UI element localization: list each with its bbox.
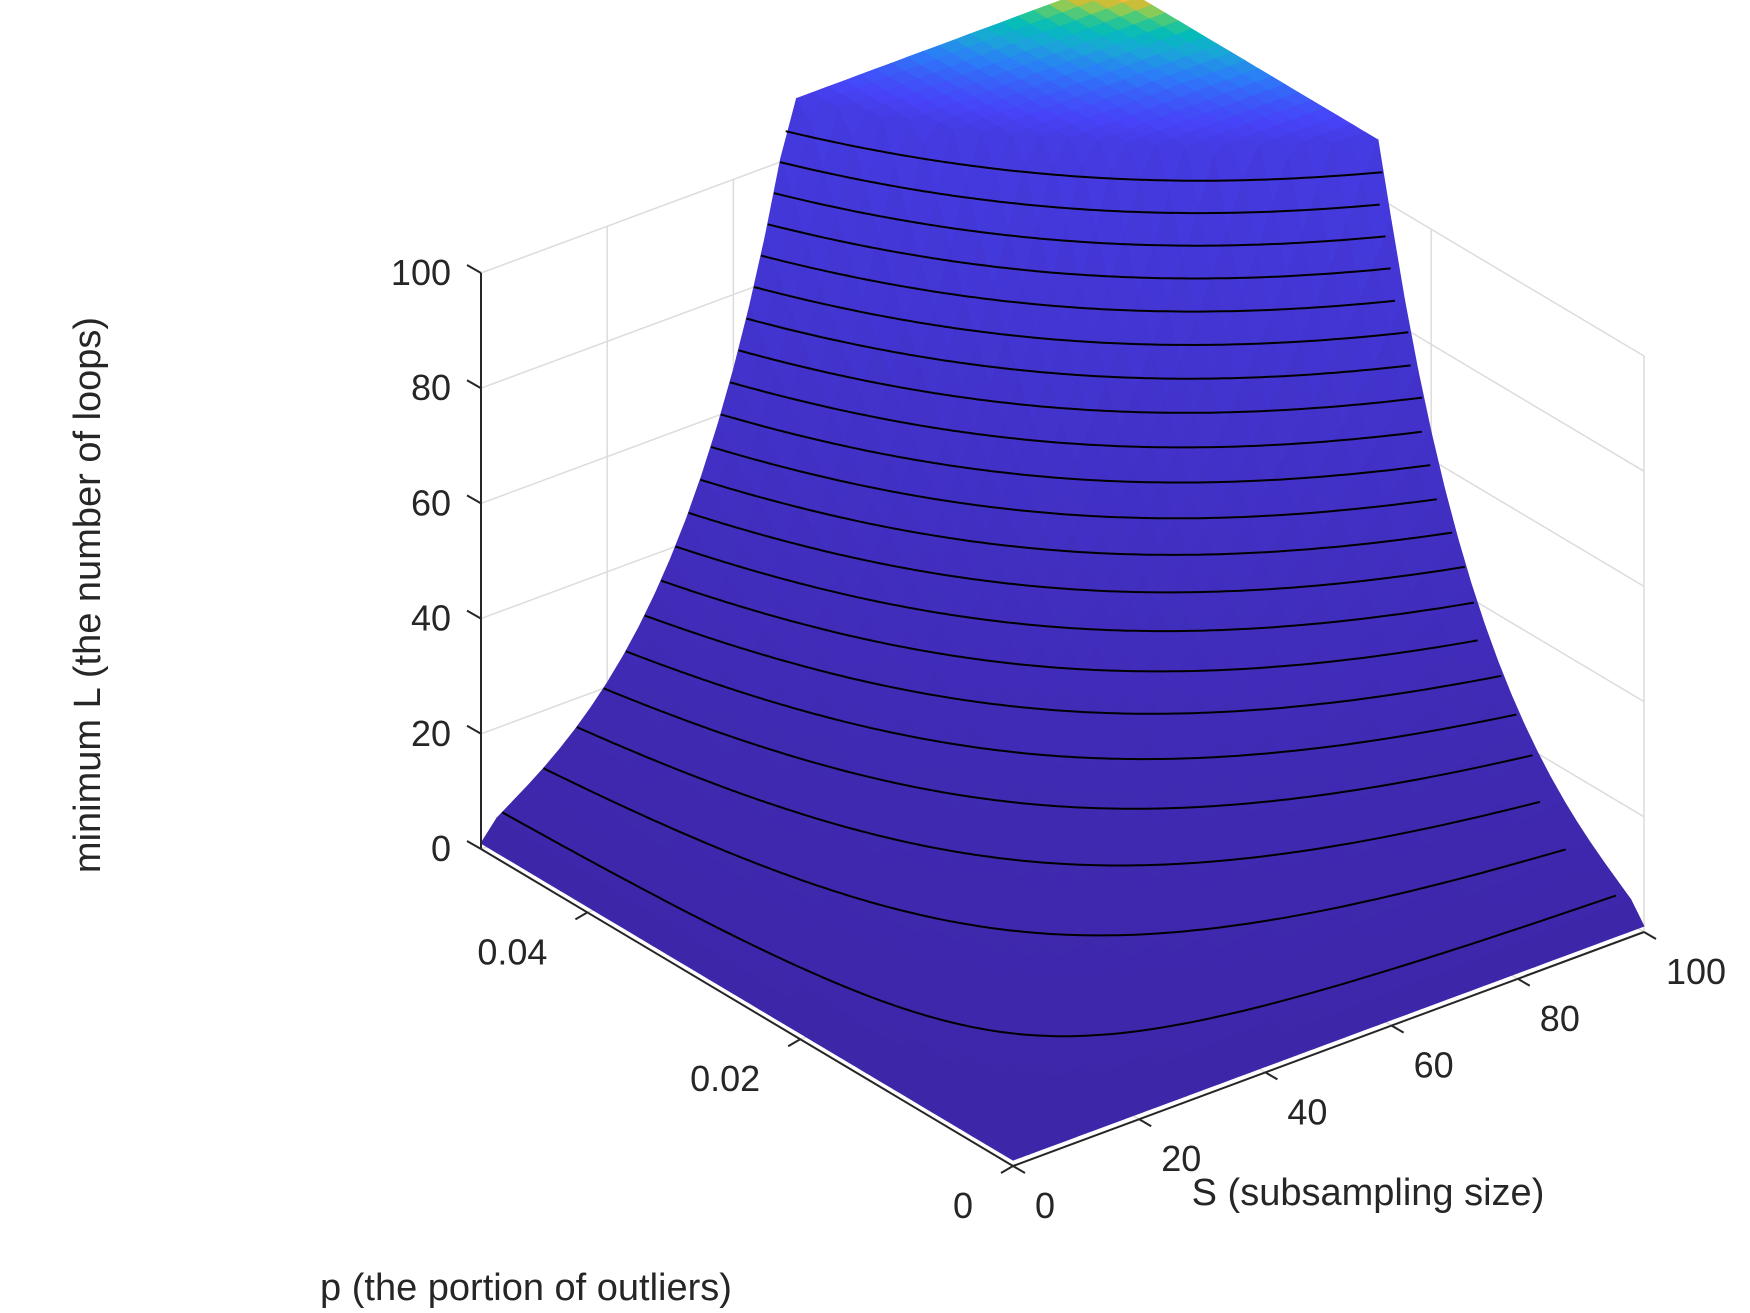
y-axis-label: p (the portion of outliers) (320, 1267, 732, 1309)
contour-line (729, 381, 1422, 449)
y-tick-label: 0 (953, 1185, 973, 1226)
contour-line (543, 767, 1566, 937)
z-tick-label: 0 (431, 828, 451, 869)
z-tick-label: 20 (411, 713, 451, 754)
contour-line (785, 130, 1383, 182)
z-axis-label: minimum L (the number of loops) (67, 317, 109, 873)
z-tick (466, 840, 482, 850)
x-tick (1138, 1118, 1152, 1128)
x-tick-label: 80 (1540, 998, 1580, 1039)
contour-line (773, 192, 1386, 247)
contour-line (603, 687, 1533, 810)
z-tick (466, 264, 482, 274)
contour-line (710, 445, 1437, 520)
contour-line (660, 579, 1478, 673)
y-tick (574, 911, 588, 921)
z-tick-label: 80 (411, 367, 451, 408)
x-axis-label: S (subsampling size) (1192, 1172, 1545, 1214)
y-tick (787, 1038, 801, 1048)
y-tick (1000, 1165, 1014, 1174)
surface-patch (1116, 0, 1133, 4)
z-tick (466, 724, 482, 735)
x-tick-label: 100 (1666, 951, 1726, 992)
y-axis-line (480, 848, 1014, 1167)
z-tick-label: 60 (411, 482, 451, 523)
axes (466, 264, 1657, 1174)
surface-patch (998, 1142, 1030, 1161)
contour-line (779, 161, 1380, 215)
contour-line (644, 614, 1502, 715)
x-tick-label: 20 (1161, 1138, 1201, 1179)
x-tick-label: 60 (1414, 1045, 1454, 1086)
x-tick (1517, 977, 1531, 987)
z-tick-label: 100 (391, 252, 451, 293)
x-tick (1012, 1165, 1026, 1174)
contour-line (720, 413, 1431, 484)
contour-line (576, 726, 1541, 867)
surface (480, 0, 1645, 1161)
contour-line (699, 478, 1453, 556)
x-tick-label: 0 (1035, 1185, 1055, 1226)
y-tick-label: 0.04 (477, 931, 547, 972)
contour-line (767, 223, 1391, 280)
contour-line (675, 545, 1475, 633)
tick-labels: 0 20 40 60 80 100 0 0.02 0.04 0 20 40 60 80 100 (391, 252, 1726, 1226)
contours (501, 130, 1617, 1038)
contour-line (753, 286, 1409, 347)
y-tick-label: 0.02 (690, 1058, 760, 1099)
contour-line (501, 811, 1617, 1038)
contour-line (625, 650, 1517, 761)
contour-line (760, 254, 1396, 313)
z-tick (466, 494, 482, 505)
x-axis-line (1012, 931, 1645, 1167)
contour-line (738, 349, 1423, 414)
x-tick-label: 40 (1287, 1091, 1327, 1132)
z-tick-label: 40 (411, 598, 451, 639)
axis-labels: S (subsampling size) p (the portion of o… (67, 317, 1544, 1309)
x-tick (1643, 931, 1657, 940)
x-tick (1264, 1071, 1278, 1081)
x-tick (1391, 1024, 1405, 1034)
z-tick (466, 609, 482, 620)
contour-line (746, 317, 1411, 380)
z-tick (466, 379, 482, 390)
contour-line (688, 511, 1466, 594)
